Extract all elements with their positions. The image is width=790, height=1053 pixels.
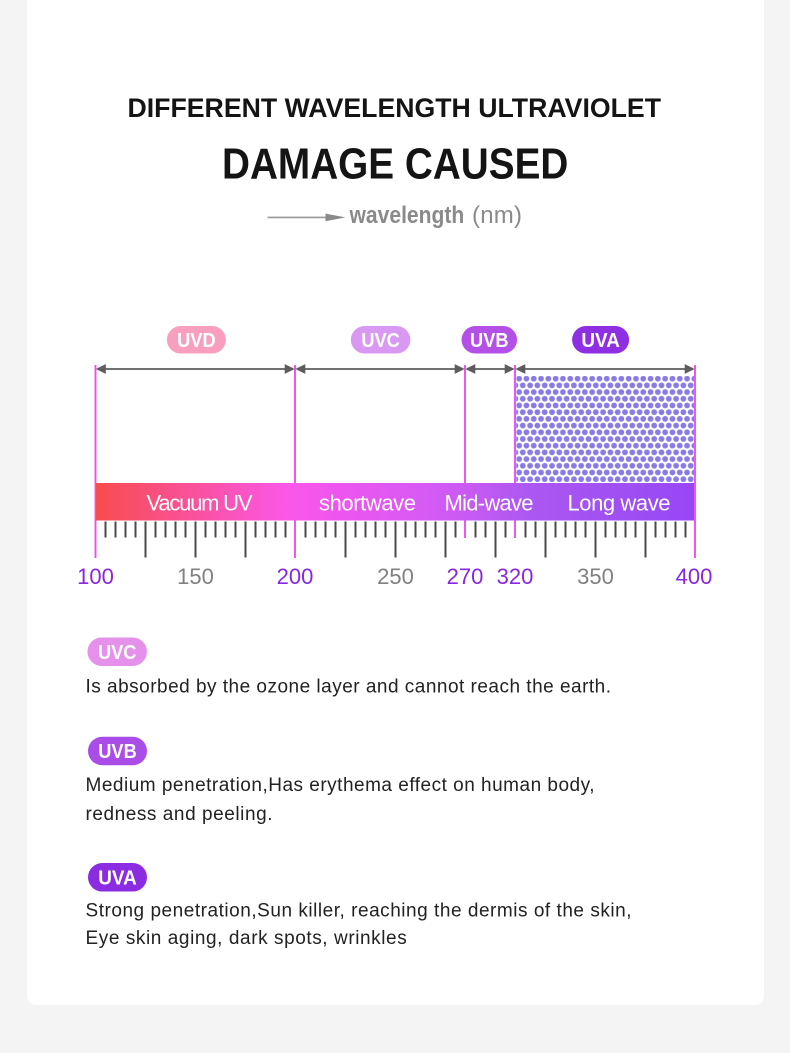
svg-text:redness and peeling.: redness and peeling. xyxy=(86,804,273,825)
svg-text:Eye skin aging, dark spots, wr: Eye skin aging, dark spots, wrinkles xyxy=(86,928,407,949)
svg-text:Mid-wave: Mid-wave xyxy=(445,491,534,516)
svg-text:100: 100 xyxy=(77,564,114,589)
svg-text:270: 270 xyxy=(447,564,484,589)
svg-text:150: 150 xyxy=(177,564,214,589)
svg-text:shortwave: shortwave xyxy=(319,491,416,516)
svg-text:Long wave: Long wave xyxy=(568,491,671,516)
svg-text:Vacuum UV: Vacuum UV xyxy=(147,491,253,516)
svg-text:320: 320 xyxy=(497,564,534,589)
svg-text:250: 250 xyxy=(377,564,414,589)
svg-text:UVC: UVC xyxy=(361,330,400,352)
svg-text:Medium penetration,Has erythem: Medium penetration,Has erythema effect o… xyxy=(86,775,595,796)
svg-text:400: 400 xyxy=(676,564,713,589)
svg-text:200: 200 xyxy=(277,564,314,589)
svg-text:UVA: UVA xyxy=(581,330,620,352)
svg-text:UVC: UVC xyxy=(98,642,137,664)
svg-text:Strong penetration,Sun killer,: Strong penetration,Sun killer, reaching … xyxy=(86,900,632,921)
svg-text:(nm): (nm) xyxy=(472,202,522,229)
svg-text:350: 350 xyxy=(577,564,614,589)
svg-text:DAMAGE CAUSED: DAMAGE CAUSED xyxy=(222,140,568,188)
svg-text:Is absorbed by the ozone layer: Is absorbed by the ozone layer and canno… xyxy=(86,677,612,698)
svg-text:UVA: UVA xyxy=(98,867,137,889)
svg-text:UVB: UVB xyxy=(98,741,137,763)
svg-text:UVB: UVB xyxy=(470,330,509,352)
svg-text:DIFFERENT WAVELENGTH ULTRAVIOL: DIFFERENT WAVELENGTH ULTRAVIOLET xyxy=(128,93,662,123)
svg-text:wavelength: wavelength xyxy=(349,202,465,229)
svg-text:UVD: UVD xyxy=(177,330,216,352)
